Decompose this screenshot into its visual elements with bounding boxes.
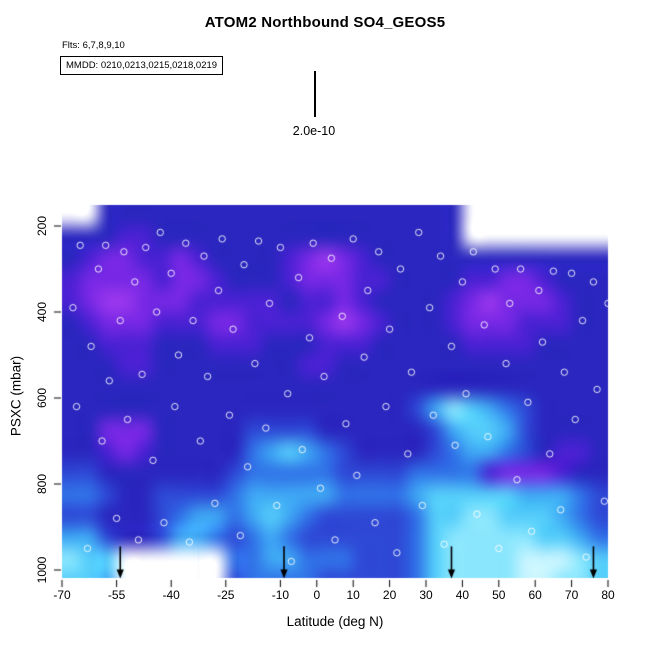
x-tick-label: 0	[313, 588, 321, 602]
mmdd-box: MMDD: 0210,0213,0215,0218,0219	[60, 56, 224, 75]
x-tick-label: 40	[455, 588, 470, 602]
y-axis-title: PSXC (mbar)	[8, 355, 24, 437]
x-tick-label: -55	[107, 588, 126, 602]
y-tick-label: 1000	[35, 556, 49, 584]
y-tick-label: 600	[35, 387, 49, 409]
y-tick-label: 400	[35, 301, 49, 323]
plot-title: ATOM2 Northbound SO4_GEOS5	[204, 14, 446, 31]
heatmap-canvas	[50, 202, 612, 594]
x-tick-label: 80	[601, 588, 615, 602]
scale-marker-label: 2.0e-10	[292, 124, 336, 138]
x-tick-label: -70	[53, 588, 71, 602]
x-tick-label: 30	[419, 588, 433, 602]
x-tick-label: 70	[564, 588, 579, 602]
x-axis-title: Latitude (deg N)	[286, 614, 384, 629]
x-tick-label: 20	[382, 588, 397, 602]
scale-marker-line	[314, 71, 316, 117]
x-tick-label: 60	[528, 588, 542, 602]
y-tick-label: 800	[35, 473, 49, 495]
x-tick-label: 10	[346, 588, 360, 602]
x-tick-label: -40	[162, 588, 180, 602]
y-tick-label: 200	[35, 215, 49, 237]
x-tick-label: 50	[492, 588, 506, 602]
flights-note: Flts: 6,7,8,9,10	[62, 40, 125, 51]
x-tick-label: -10	[271, 588, 290, 602]
x-tick-label: -25	[217, 588, 235, 602]
